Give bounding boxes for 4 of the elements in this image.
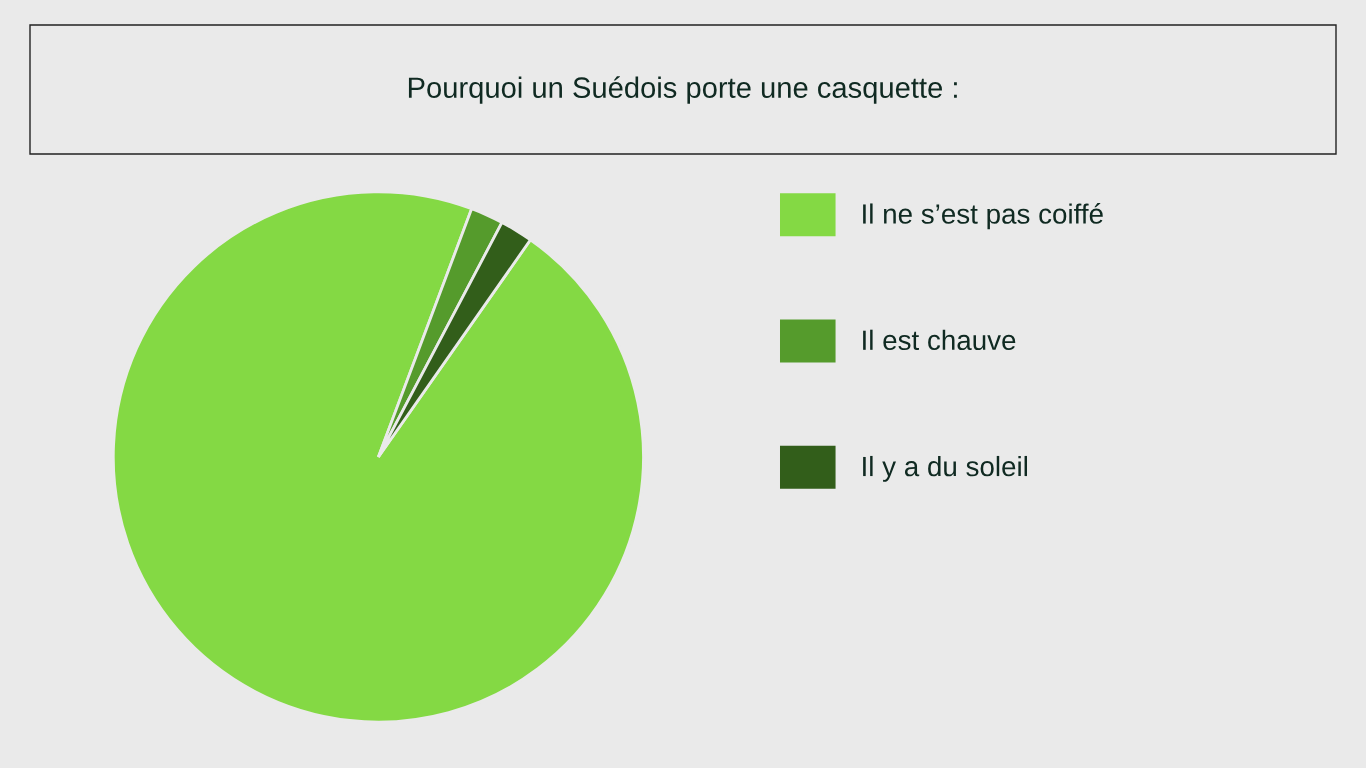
legend-label: Il y a du soleil xyxy=(863,455,1027,482)
legend-label: Il ne s’est pas coiffé xyxy=(863,203,1103,230)
chart-title: Pourquoi un Suédois porte une casquette : xyxy=(408,76,957,104)
legend-label: Il est chauve xyxy=(863,329,1016,351)
